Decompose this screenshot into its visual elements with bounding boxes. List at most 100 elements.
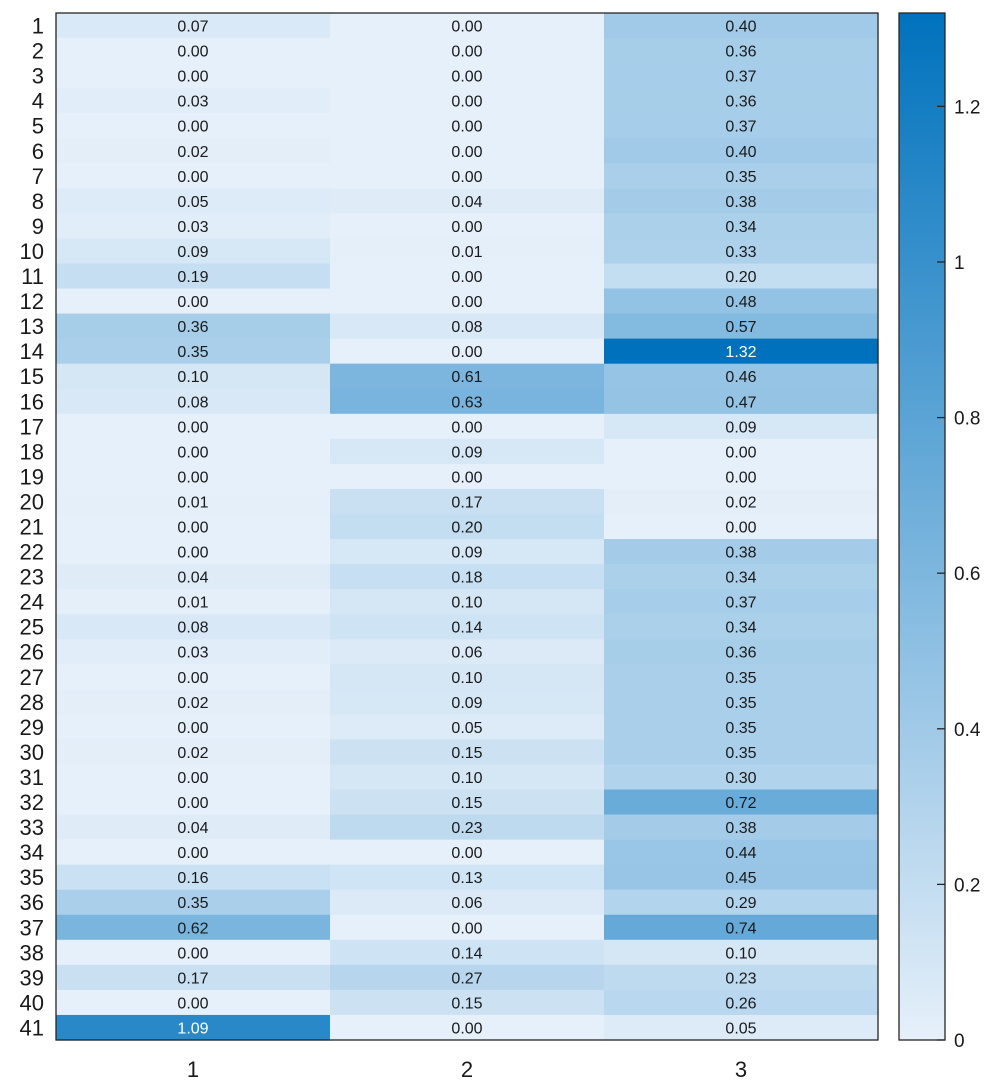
cell-value-label-r30-c2: 0.15 bbox=[451, 745, 482, 762]
heatmap-cell-r38-c1 bbox=[56, 939, 331, 966]
y-tick-label-12: 12 bbox=[20, 289, 44, 314]
heatmap-cell-r21-c1 bbox=[56, 513, 331, 540]
heatmap-cell-r4-c1 bbox=[56, 88, 331, 114]
heatmap-cell-r18-c3 bbox=[604, 438, 879, 465]
cell-value-label-r25-c2: 0.14 bbox=[451, 620, 482, 637]
colorbar-tick-label-1: 1 bbox=[954, 253, 965, 274]
cell-value-label-r24-c3: 0.37 bbox=[725, 595, 756, 612]
heatmap-cell-r33-c2 bbox=[330, 814, 605, 841]
y-tick-label-36: 36 bbox=[20, 890, 44, 915]
cell-value-label-r25-c3: 0.34 bbox=[725, 620, 756, 637]
heatmap-cell-r32-c2 bbox=[330, 789, 605, 816]
heatmap-cell-r9-c3 bbox=[604, 213, 879, 240]
cell-value-label-r21-c3: 0.00 bbox=[725, 520, 756, 537]
heatmap-cell-r36-c3 bbox=[604, 889, 879, 916]
heatmap-cell-r38-c2 bbox=[330, 939, 605, 966]
cell-value-label-r21-c1: 0.00 bbox=[177, 520, 208, 537]
cell-value-label-r8-c2: 0.04 bbox=[451, 194, 482, 211]
heatmap-cell-r23-c1 bbox=[56, 564, 331, 590]
cell-value-label-r13-c2: 0.08 bbox=[451, 319, 482, 336]
y-tick-label-27: 27 bbox=[20, 665, 44, 690]
heatmap-cell-r4-c3 bbox=[604, 88, 879, 114]
cell-value-label-r33-c1: 0.04 bbox=[177, 820, 208, 837]
heatmap-cell-r35-c1 bbox=[56, 864, 331, 891]
cell-value-label-r7-c2: 0.00 bbox=[451, 169, 482, 186]
cell-value-label-r38-c1: 0.00 bbox=[177, 945, 208, 962]
y-tick-label-7: 7 bbox=[32, 164, 44, 189]
y-tick-label-39: 39 bbox=[20, 965, 44, 990]
heatmap-cell-r20-c2 bbox=[330, 488, 605, 515]
cell-value-label-r25-c1: 0.08 bbox=[177, 620, 208, 637]
heatmap-cell-r26-c1 bbox=[56, 639, 331, 665]
y-tick-label-17: 17 bbox=[20, 414, 44, 439]
heatmap-cell-r29-c1 bbox=[56, 714, 331, 741]
cell-value-label-r23-c2: 0.18 bbox=[451, 570, 482, 587]
heatmap-cell-r40-c3 bbox=[604, 989, 879, 1016]
y-tick-label-6: 6 bbox=[32, 139, 44, 164]
heatmap-cell-r20-c1 bbox=[56, 488, 331, 515]
cell-value-label-r5-c3: 0.37 bbox=[725, 119, 756, 136]
heatmap-cell-r14-c2 bbox=[330, 338, 605, 365]
y-axis-tick-labels: 1234567891011121314151617181920212223242… bbox=[20, 14, 44, 1041]
cell-value-label-r1-c2: 0.00 bbox=[451, 19, 482, 36]
heatmap-cell-r37-c3 bbox=[604, 914, 879, 941]
heatmap-cell-r2-c1 bbox=[56, 38, 331, 64]
heatmap-cell-r34-c2 bbox=[330, 839, 605, 866]
heatmap-cell-r30-c3 bbox=[604, 739, 879, 766]
cell-value-label-r32-c3: 0.72 bbox=[725, 795, 756, 812]
heatmap-cell-r7-c2 bbox=[330, 163, 605, 189]
cell-value-label-r23-c3: 0.34 bbox=[725, 570, 756, 587]
cell-value-label-r5-c2: 0.00 bbox=[451, 119, 482, 136]
cell-value-label-r7-c3: 0.35 bbox=[725, 169, 756, 186]
cell-value-label-r16-c1: 0.08 bbox=[177, 394, 208, 411]
cell-value-label-r3-c2: 0.00 bbox=[451, 69, 482, 86]
cell-value-label-r12-c3: 0.48 bbox=[725, 294, 756, 311]
cell-value-label-r39-c2: 0.27 bbox=[451, 970, 482, 987]
heatmap-cell-r13-c1 bbox=[56, 313, 331, 340]
cell-value-label-r15-c3: 0.46 bbox=[725, 369, 756, 386]
cell-value-label-r19-c1: 0.00 bbox=[177, 469, 208, 486]
cell-value-label-r14-c1: 0.35 bbox=[177, 344, 208, 361]
heatmap-cell-r11-c2 bbox=[330, 263, 605, 290]
y-tick-label-40: 40 bbox=[20, 990, 44, 1015]
heatmap-cell-r25-c3 bbox=[604, 614, 879, 640]
cell-value-label-r4-c3: 0.36 bbox=[725, 94, 756, 111]
y-tick-label-30: 30 bbox=[20, 740, 44, 765]
cell-value-label-r6-c2: 0.00 bbox=[451, 144, 482, 161]
cell-value-label-r41-c1: 1.09 bbox=[177, 1020, 208, 1037]
heatmap-cell-r7-c1 bbox=[56, 163, 331, 189]
heatmap-cell-r29-c2 bbox=[330, 714, 605, 741]
heatmap-cell-r22-c1 bbox=[56, 539, 331, 565]
heatmap-cell-r17-c1 bbox=[56, 413, 331, 440]
heatmap-cell-r2-c2 bbox=[330, 38, 605, 64]
y-tick-label-3: 3 bbox=[32, 64, 44, 89]
heatmap-cell-r21-c2 bbox=[330, 513, 605, 540]
heatmap-cell-r4-c2 bbox=[330, 88, 605, 114]
x-tick-label-1: 1 bbox=[187, 1057, 199, 1082]
cell-value-label-r37-c3: 0.74 bbox=[725, 920, 756, 937]
cell-value-label-r40-c2: 0.15 bbox=[451, 995, 482, 1012]
cell-value-label-r10-c1: 0.09 bbox=[177, 244, 208, 261]
heatmap-cell-r34-c1 bbox=[56, 839, 331, 866]
heatmap-cell-r24-c1 bbox=[56, 589, 331, 615]
heatmap-cell-r37-c1 bbox=[56, 914, 331, 941]
cell-value-label-r18-c2: 0.09 bbox=[451, 444, 482, 461]
heatmap-cell-r8-c3 bbox=[604, 188, 879, 214]
cell-value-label-r30-c3: 0.35 bbox=[725, 745, 756, 762]
cell-value-label-r21-c2: 0.20 bbox=[451, 520, 482, 537]
colorbar-tick-label-0.2: 0.2 bbox=[954, 875, 980, 896]
cell-value-label-r23-c1: 0.04 bbox=[177, 570, 208, 587]
heatmap-cell-r19-c2 bbox=[330, 463, 605, 490]
heatmap-cell-r5-c1 bbox=[56, 113, 331, 139]
cell-value-label-r22-c3: 0.38 bbox=[725, 545, 756, 562]
cell-value-label-r18-c3: 0.00 bbox=[725, 444, 756, 461]
heatmap-cell-r41-c2 bbox=[330, 1014, 605, 1041]
heatmap-cell-r27-c2 bbox=[330, 664, 605, 690]
cell-value-label-r24-c2: 0.10 bbox=[451, 595, 482, 612]
heatmap-cell-r35-c2 bbox=[330, 864, 605, 891]
cell-value-label-r7-c1: 0.00 bbox=[177, 169, 208, 186]
heatmap-cell-r10-c1 bbox=[56, 238, 331, 265]
heatmap-cell-r3-c2 bbox=[330, 63, 605, 89]
